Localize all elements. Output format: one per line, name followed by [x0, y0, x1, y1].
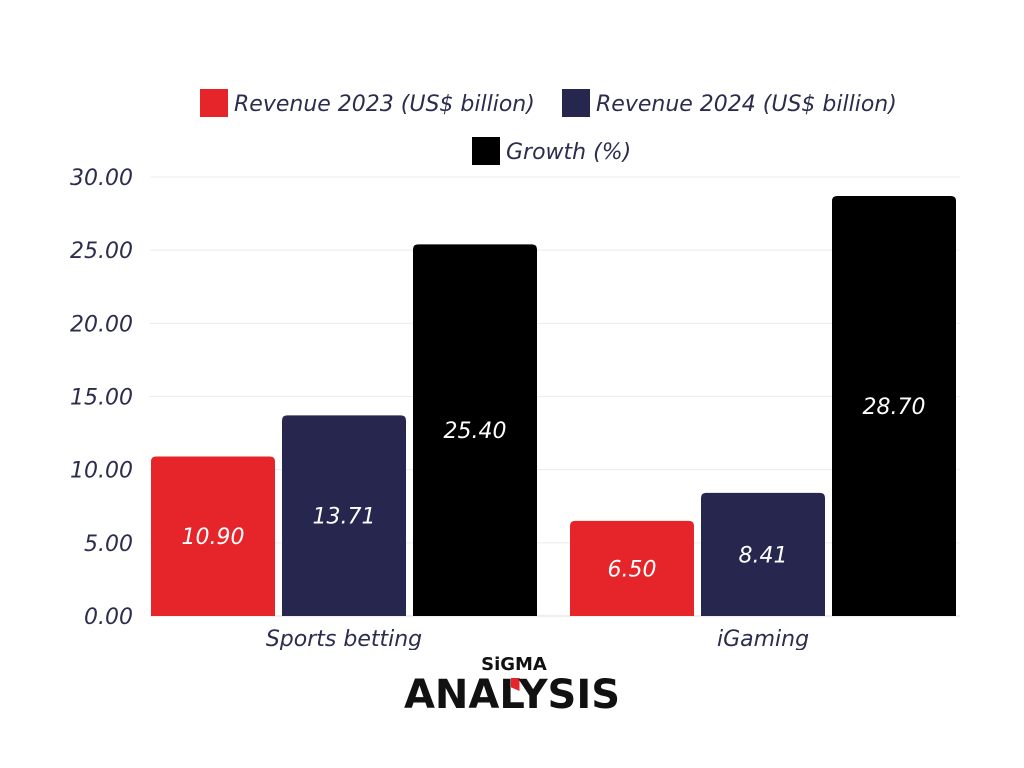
- data-label: 13.71: [313, 505, 376, 530]
- y-tick-label: 25.00: [70, 239, 133, 264]
- logo-sigma-text: SiGMA: [481, 654, 547, 675]
- y-tick-label: 10.00: [70, 459, 133, 484]
- bars: 10.90 13.71 25.40 6.50 8.41 28.70: [151, 196, 956, 617]
- analysis-logo-text: ANALYSIS: [403, 672, 621, 718]
- y-tick-label: 20.00: [70, 312, 133, 337]
- logo-flag-icon: [510, 678, 520, 691]
- bar: [413, 244, 537, 616]
- data-label: 28.70: [863, 395, 926, 420]
- x-tick-label: iGaming: [717, 627, 809, 650]
- y-tick-label: 5.00: [84, 532, 133, 557]
- legend-swatch: [472, 137, 500, 165]
- bar: [282, 415, 406, 616]
- data-label: 8.41: [739, 543, 788, 568]
- y-axis: 0.00 5.00 10.00 15.00 20.00 25.00 30.00: [70, 166, 133, 630]
- legend-label: Revenue 2024 (US$ billion): [596, 92, 897, 117]
- y-tick-label: 15.00: [70, 386, 133, 411]
- data-label: 6.50: [608, 557, 657, 582]
- x-axis: Sports betting iGaming: [266, 627, 809, 650]
- legend-swatch: [200, 89, 228, 117]
- data-label: 25.40: [444, 419, 507, 444]
- legend: Revenue 2023 (US$ billion) Revenue 2024 (…: [200, 89, 897, 165]
- sigma-logo: SiGMA: [476, 654, 552, 696]
- legend-label: Revenue 2023 (US$ billion): [234, 92, 535, 117]
- data-label: 10.90: [182, 525, 245, 550]
- x-tick-label: Sports betting: [266, 627, 422, 650]
- bar: [570, 520, 694, 616]
- bar-chart: Revenue 2023 (US$ billion) Revenue 2024 (…: [70, 89, 960, 650]
- bar: [701, 492, 825, 616]
- y-tick-label: 0.00: [84, 605, 133, 630]
- y-tick-label: 30.00: [70, 166, 133, 191]
- bar: [832, 196, 956, 617]
- legend-swatch: [562, 89, 590, 117]
- legend-label: Growth (%): [506, 140, 631, 165]
- bar: [151, 456, 275, 616]
